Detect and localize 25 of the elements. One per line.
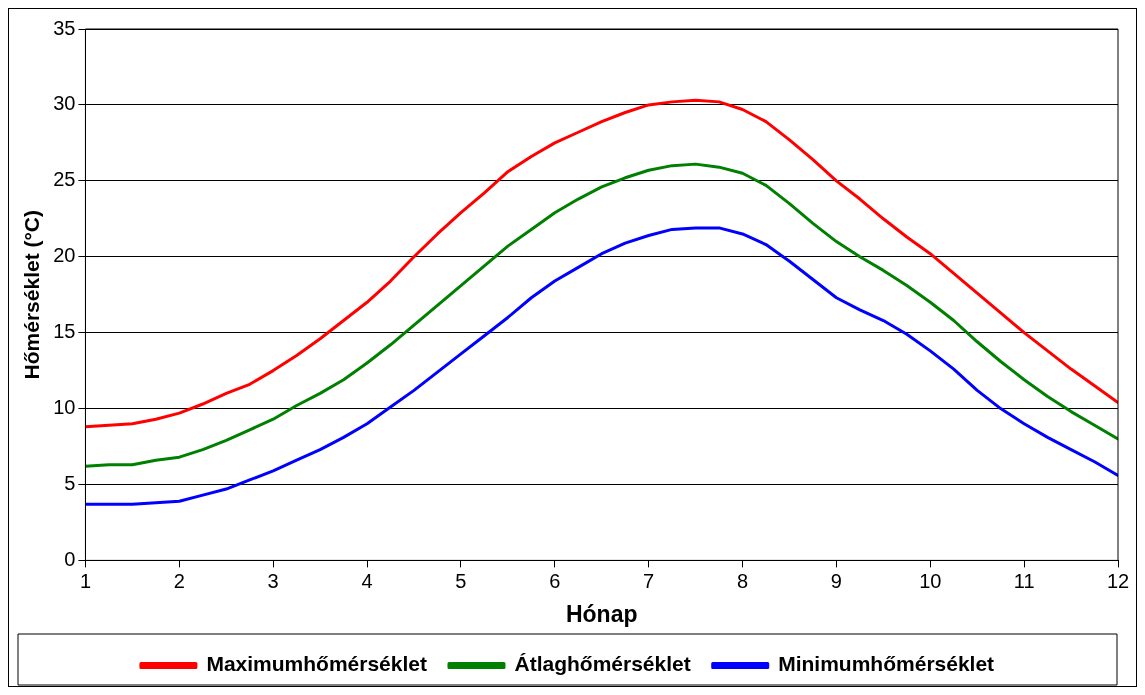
x-tick-label: 2 <box>173 569 185 592</box>
x-tick-label: 7 <box>643 569 655 592</box>
legend-label: Maximumhőmérséklet <box>206 652 427 676</box>
y-tick-label: 25 <box>53 168 76 191</box>
y-tick-label: 10 <box>53 396 76 419</box>
x-axis-title: Hónap <box>565 600 638 627</box>
x-tick-label: 12 <box>1106 569 1130 592</box>
x-tick-label: 6 <box>549 569 561 592</box>
x-tick-label: 5 <box>455 569 467 592</box>
y-tick-label: 20 <box>53 244 76 267</box>
legend-label: Minimumhőmérséklet <box>778 652 995 676</box>
x-tick-label: 10 <box>919 569 942 592</box>
x-tick-label: 3 <box>267 569 279 592</box>
y-axis-title: Hőmérséklet (°C) <box>20 209 44 380</box>
legend-label: Átlaghőmérséklet <box>514 652 691 676</box>
y-tick-label: 30 <box>53 92 76 115</box>
y-tick-label: 35 <box>53 16 76 39</box>
y-tick-label: 5 <box>64 472 76 494</box>
y-tick-label: 0 <box>64 547 76 570</box>
x-tick-label: 9 <box>830 569 842 592</box>
y-tick-label: 15 <box>53 320 76 343</box>
x-tick-label: 1 <box>79 569 92 592</box>
x-tick-label: 11 <box>1013 569 1035 592</box>
x-tick-label: 4 <box>361 569 373 592</box>
x-tick-label: 8 <box>736 569 749 592</box>
